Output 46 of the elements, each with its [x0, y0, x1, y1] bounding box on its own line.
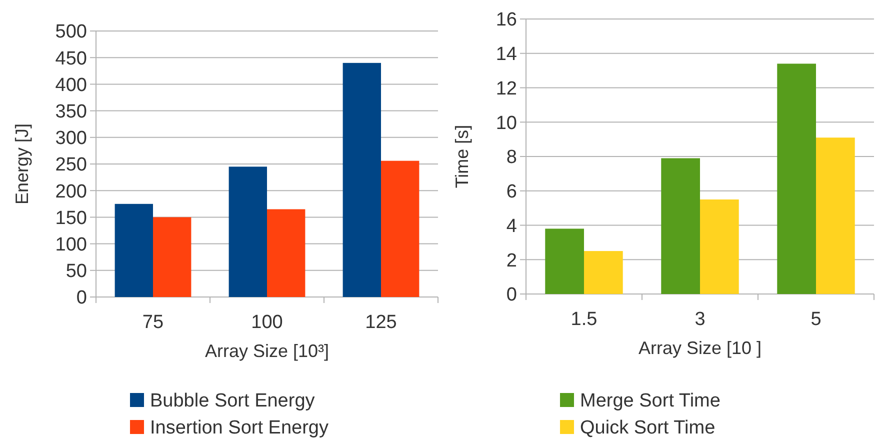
legend-label: Insertion Sort Energy — [150, 418, 329, 439]
y-tick-label: 400 — [55, 74, 87, 96]
legend-label: Merge Sort Time — [580, 390, 720, 412]
x-tick-label: 100 — [251, 312, 283, 333]
legend-label: Quick Sort Time — [580, 418, 716, 439]
bar — [584, 251, 623, 294]
y-tick-label: 4 — [506, 216, 518, 237]
y-tick-label: 150 — [55, 208, 87, 229]
x-tick-label: 5 — [810, 309, 822, 330]
y-tick-label: 14 — [496, 44, 518, 66]
y-tick-label: 50 — [66, 261, 87, 282]
y-tick-label: 0 — [76, 288, 87, 309]
y-tick-label: 6 — [506, 182, 517, 203]
y-tick-label: 450 — [55, 48, 87, 70]
bar — [381, 160, 420, 297]
bar — [661, 158, 700, 294]
y-tick-label: 2 — [506, 250, 517, 272]
bar — [545, 228, 584, 294]
y-tick-label: 250 — [55, 154, 87, 176]
x-axis-title: Array Size [10³] — [204, 341, 330, 361]
x-tick-label: 1.5 — [570, 309, 598, 330]
bar — [816, 138, 855, 294]
bar — [153, 217, 192, 297]
bar — [700, 199, 739, 294]
x-tick-label: 3 — [694, 309, 706, 330]
y-tick-label: 10 — [496, 112, 517, 134]
y-tick-label: 8 — [506, 147, 517, 168]
y-tick-label: 0 — [506, 284, 517, 306]
bar — [342, 62, 381, 297]
y-tick-label: 500 — [55, 22, 87, 43]
x-tick-label: 125 — [365, 312, 397, 333]
y-axis-title: Time [s] — [452, 124, 472, 188]
y-tick-label: 12 — [496, 78, 517, 100]
y-tick-label: 350 — [55, 101, 87, 122]
y-tick-label: 300 — [55, 128, 87, 150]
bar — [114, 204, 153, 297]
y-tick-label: 200 — [55, 181, 87, 202]
bar — [777, 64, 816, 294]
legend-label: Bubble Sort Energy — [150, 390, 316, 412]
y-tick-label: 16 — [496, 10, 517, 31]
y-axis-title: Energy [J] — [12, 123, 32, 205]
bar — [267, 209, 306, 297]
x-axis-title: Array Size [10 ] — [638, 338, 762, 358]
x-tick-label: 75 — [142, 312, 164, 333]
bar — [228, 166, 267, 297]
y-tick-label: 100 — [55, 234, 87, 256]
